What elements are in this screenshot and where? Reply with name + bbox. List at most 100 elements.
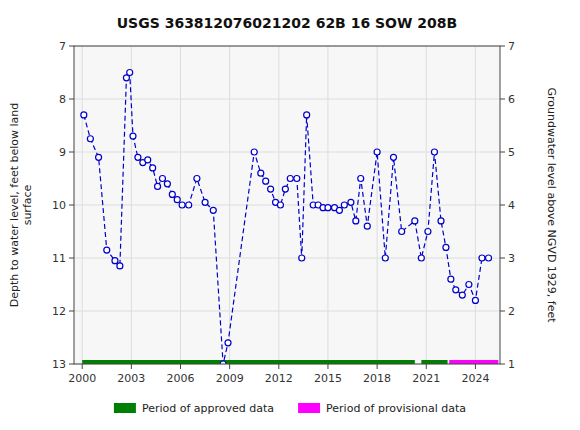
y-tick-label: 8 xyxy=(59,93,66,106)
y-tick-label: 7 xyxy=(59,40,66,53)
series-marker xyxy=(96,154,102,160)
series-marker xyxy=(304,112,310,118)
axes: 2000 2003 2006 2009 2012 2015 2018 2021 2024 7 8 9 1… xyxy=(52,40,515,385)
y2-tick-label: 5 xyxy=(508,146,515,159)
series-marker xyxy=(150,165,156,171)
y-tick-label: 12 xyxy=(52,305,66,318)
y-tick xyxy=(69,258,74,259)
period-bar xyxy=(449,360,498,364)
y-tick xyxy=(69,205,74,206)
series-marker xyxy=(438,218,444,224)
y2-tick xyxy=(500,311,505,312)
series-marker xyxy=(299,255,305,261)
y-tick xyxy=(69,152,74,153)
label-line: Depth to water level, feet below land xyxy=(8,103,21,308)
x-tick-label: 2000 xyxy=(68,372,96,385)
x-tick xyxy=(82,364,83,369)
legend-label: Period of approved data xyxy=(142,402,274,415)
title: USGS 363812076021202 62B 16 SOW 208B xyxy=(117,15,457,31)
legend-swatch xyxy=(298,403,320,413)
grid xyxy=(74,46,500,364)
series-marker xyxy=(431,149,437,155)
series-marker xyxy=(258,170,264,176)
period-bar xyxy=(421,360,447,364)
series-marker xyxy=(353,218,359,224)
plot-area xyxy=(74,46,500,364)
series-marker xyxy=(466,282,472,288)
y-tick xyxy=(69,311,74,312)
series-marker xyxy=(425,229,431,235)
series-marker xyxy=(443,244,449,250)
x-tick-label: 2015 xyxy=(314,372,342,385)
series-marker xyxy=(81,112,87,118)
y2-tick-label: 2 xyxy=(508,305,515,318)
series-marker xyxy=(459,292,465,298)
series-marker xyxy=(282,186,288,192)
series-marker xyxy=(87,136,93,142)
series-line xyxy=(84,73,489,365)
series-marker xyxy=(145,157,151,163)
series-marker xyxy=(374,149,380,155)
series-marker xyxy=(453,287,459,293)
series-marker xyxy=(399,229,405,235)
series-marker xyxy=(287,176,293,182)
series-marker xyxy=(294,176,300,182)
series-marker xyxy=(202,199,208,205)
x-tick-label: 2021 xyxy=(412,372,440,385)
x-tick-label: 2003 xyxy=(117,372,145,385)
y2-tick-label: 4 xyxy=(508,199,515,212)
y-tick-label: 13 xyxy=(52,358,66,371)
y2-tick xyxy=(500,46,505,47)
y-axis-label: Depth to water level, feet below landsur… xyxy=(8,103,34,308)
series-marker xyxy=(194,176,200,182)
legend: Period of approved data Period of provisi… xyxy=(114,402,466,415)
y-tick-label: 10 xyxy=(52,199,66,212)
grid-line xyxy=(74,205,500,206)
x-tick xyxy=(180,364,181,369)
series-marker xyxy=(448,276,454,282)
series-marker xyxy=(117,263,123,269)
series-marker xyxy=(155,183,161,189)
series-marker xyxy=(479,255,485,261)
series-marker xyxy=(472,297,478,303)
legend-item: Period of provisional data xyxy=(298,402,466,415)
series-marker xyxy=(112,258,118,264)
x-tick-label: 2009 xyxy=(216,372,244,385)
plot-frame xyxy=(74,46,500,364)
x-tick xyxy=(327,364,328,369)
y2-axis-label: Groundwater level above NGVD 1929, feet xyxy=(545,87,558,323)
grid-line xyxy=(74,258,500,259)
series-marker xyxy=(164,181,170,187)
series-marker xyxy=(486,255,492,261)
series-marker xyxy=(169,191,175,197)
data xyxy=(81,70,499,365)
series-marker xyxy=(251,149,257,155)
series-marker xyxy=(268,186,274,192)
x-tick-label: 2012 xyxy=(265,372,293,385)
y-tick-label: 9 xyxy=(59,146,66,159)
x-tick-label: 2024 xyxy=(461,372,489,385)
series-marker xyxy=(174,197,180,203)
chart: 2000 2003 2006 2009 2012 2015 2018 2021 2024 7 8 9 1… xyxy=(0,0,580,430)
x-tick xyxy=(278,364,279,369)
series-marker xyxy=(263,178,269,184)
y2-tick xyxy=(500,99,505,100)
series-marker xyxy=(341,202,347,208)
series-marker xyxy=(348,199,354,205)
y2-tick xyxy=(500,364,505,365)
series-marker xyxy=(127,70,133,76)
y-tick xyxy=(69,99,74,100)
label-line: surface xyxy=(21,184,34,225)
series-marker xyxy=(130,133,136,139)
legend-item: Period of approved data xyxy=(114,402,274,415)
x-tick xyxy=(426,364,427,369)
y2-tick-label: 6 xyxy=(508,93,515,106)
series-marker xyxy=(159,176,165,182)
x-tick-label: 2006 xyxy=(167,372,195,385)
series-marker xyxy=(325,205,331,211)
series-marker xyxy=(364,223,370,229)
x-tick xyxy=(131,364,132,369)
x-tick-label: 2018 xyxy=(363,372,391,385)
series-marker xyxy=(412,218,418,224)
series-marker xyxy=(391,154,397,160)
